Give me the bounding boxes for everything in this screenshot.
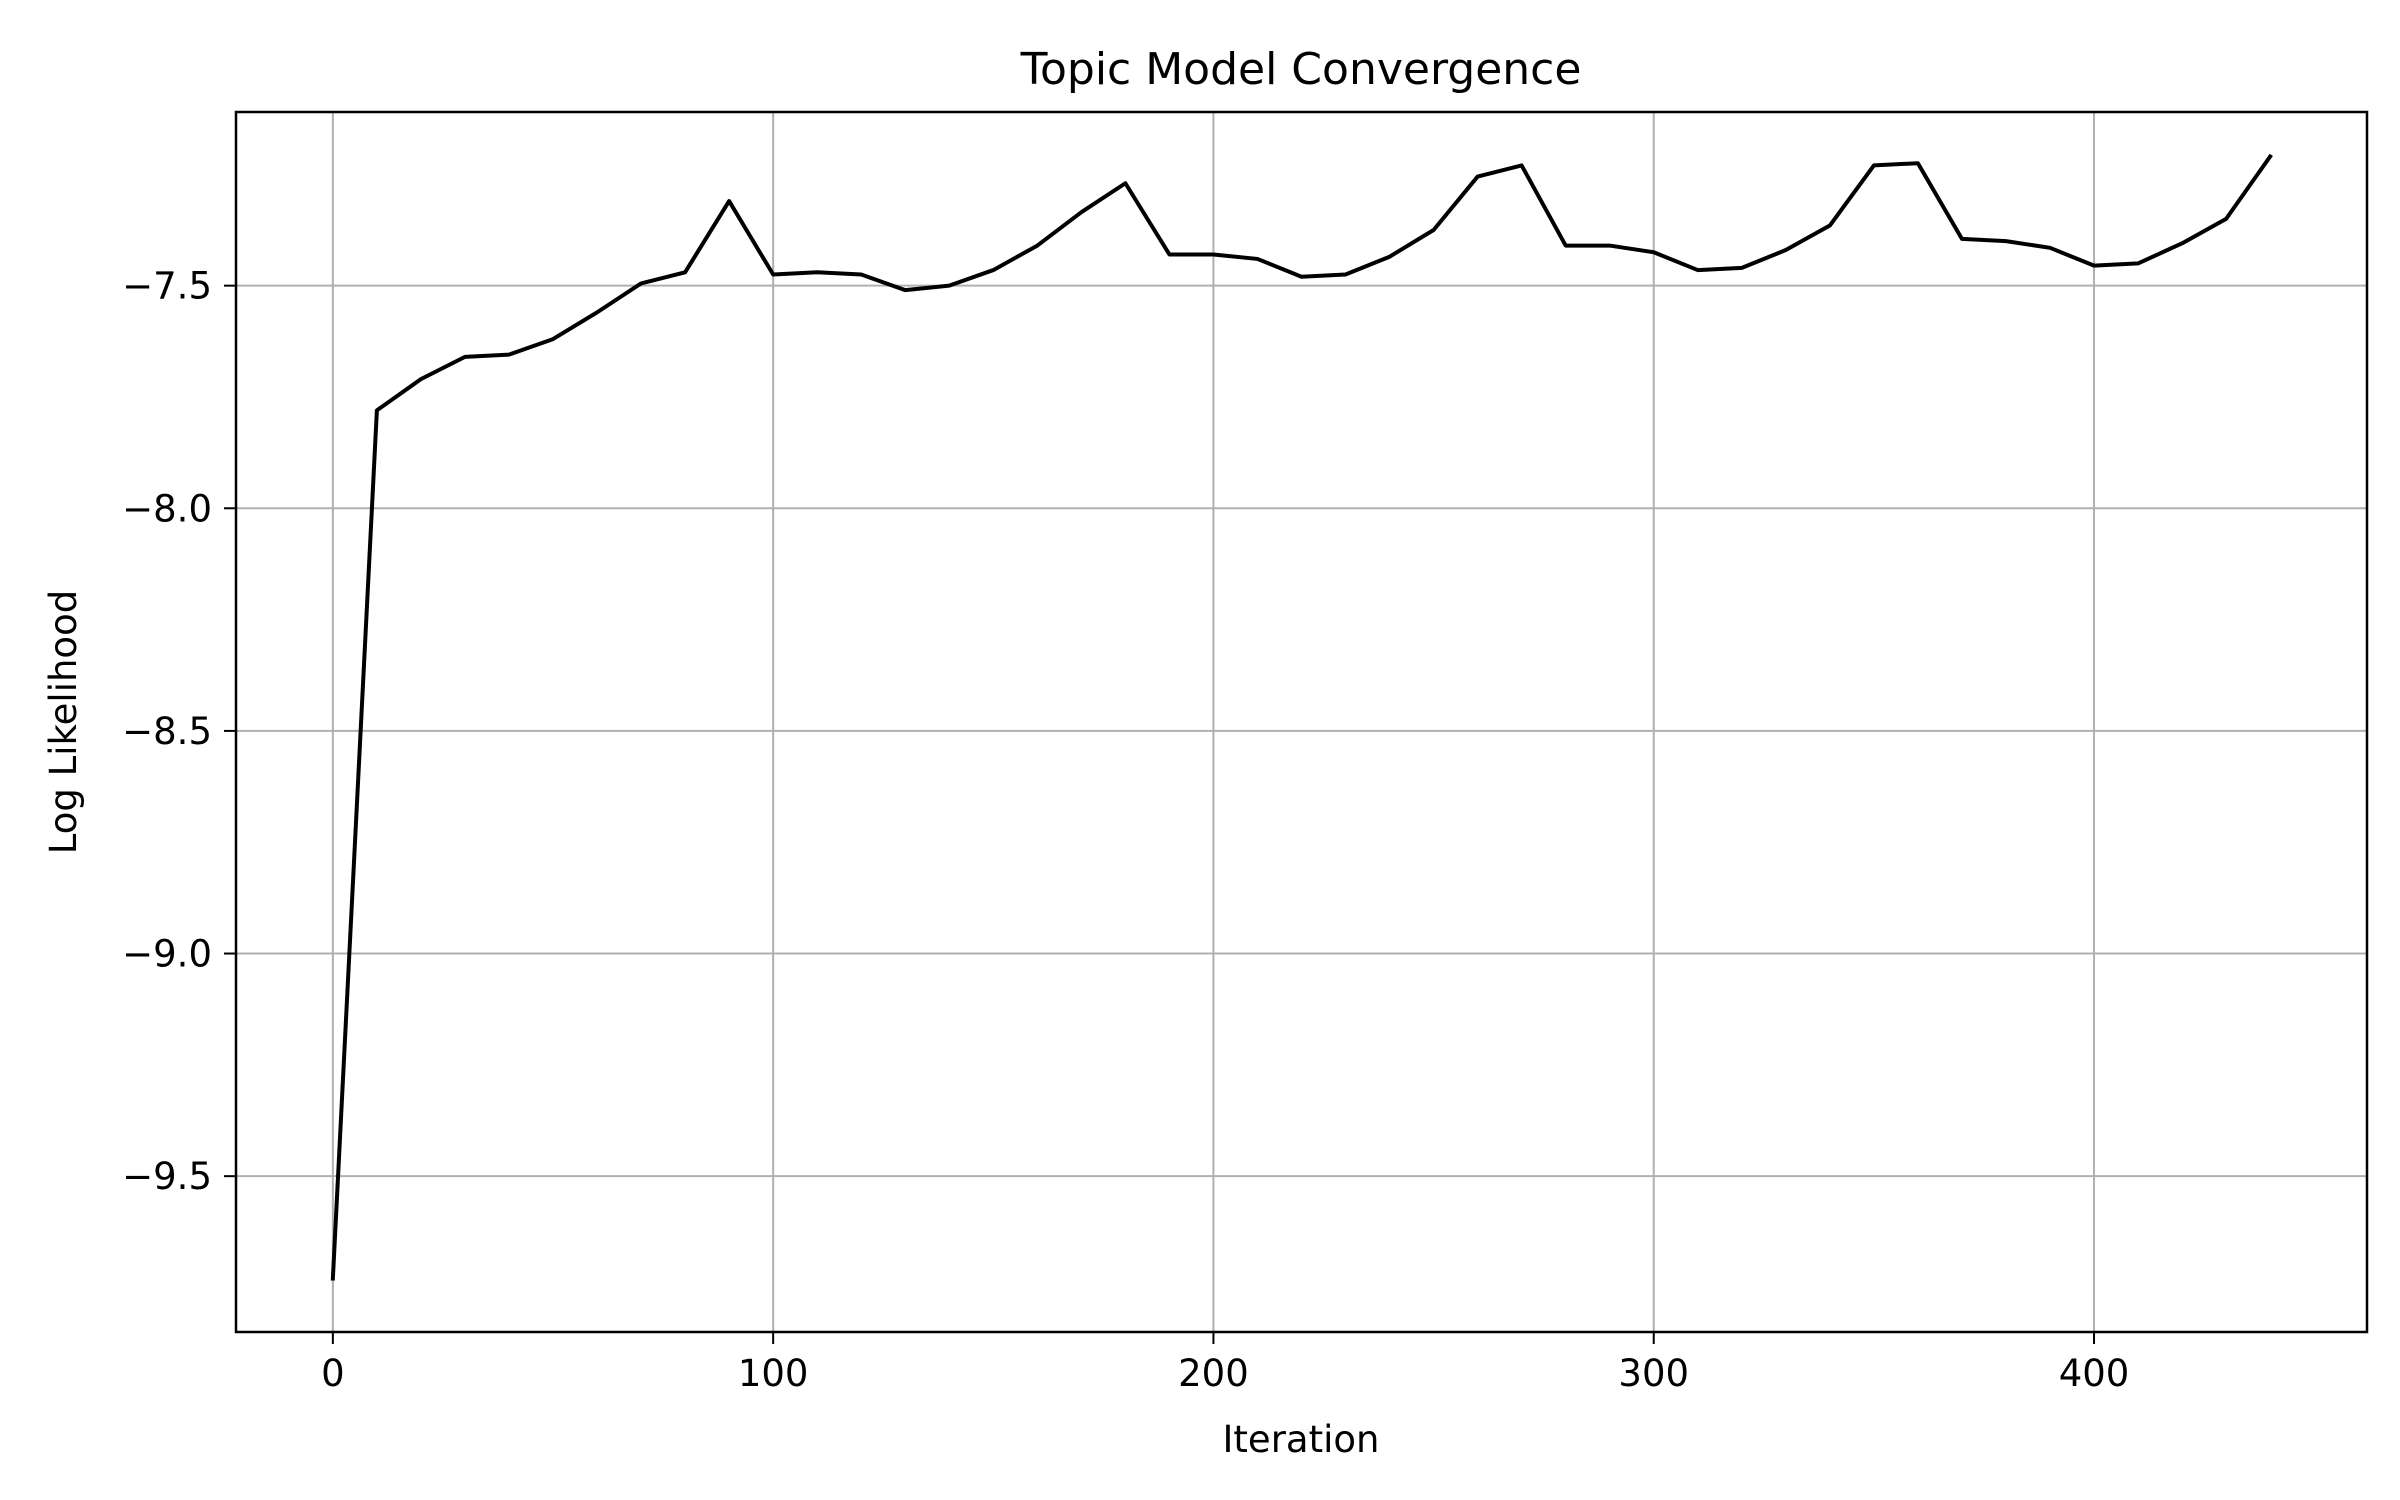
x-tick-label: 300 (1618, 1352, 1689, 1395)
y-tick-label: −7.5 (122, 265, 212, 308)
grid-layer (236, 112, 2367, 1332)
line-layer (330, 153, 2273, 1281)
tick-layer: 0 100 200 300 400 −9.5 −9.0 −8.5 −8.0 −7.5 (122, 265, 2129, 1395)
y-tick-label: −9.0 (122, 933, 212, 976)
x-tick-label: 0 (321, 1352, 345, 1395)
plot-area-frame (234, 110, 2369, 1334)
y-tick-label: −8.0 (122, 487, 212, 530)
x-axis-label: Iteration (1223, 1418, 1380, 1461)
x-tick-label: 200 (1178, 1352, 1249, 1395)
y-tick-label: −9.5 (122, 1155, 212, 1198)
x-tick-label: 100 (738, 1352, 809, 1395)
series-line (330, 153, 2273, 1281)
x-tick-label: 400 (2059, 1352, 2130, 1395)
y-axis-label: Log Likelihood (42, 590, 85, 854)
chart-title: Topic Model Convergence (1020, 44, 1582, 95)
y-tick-label: −8.5 (122, 710, 212, 753)
